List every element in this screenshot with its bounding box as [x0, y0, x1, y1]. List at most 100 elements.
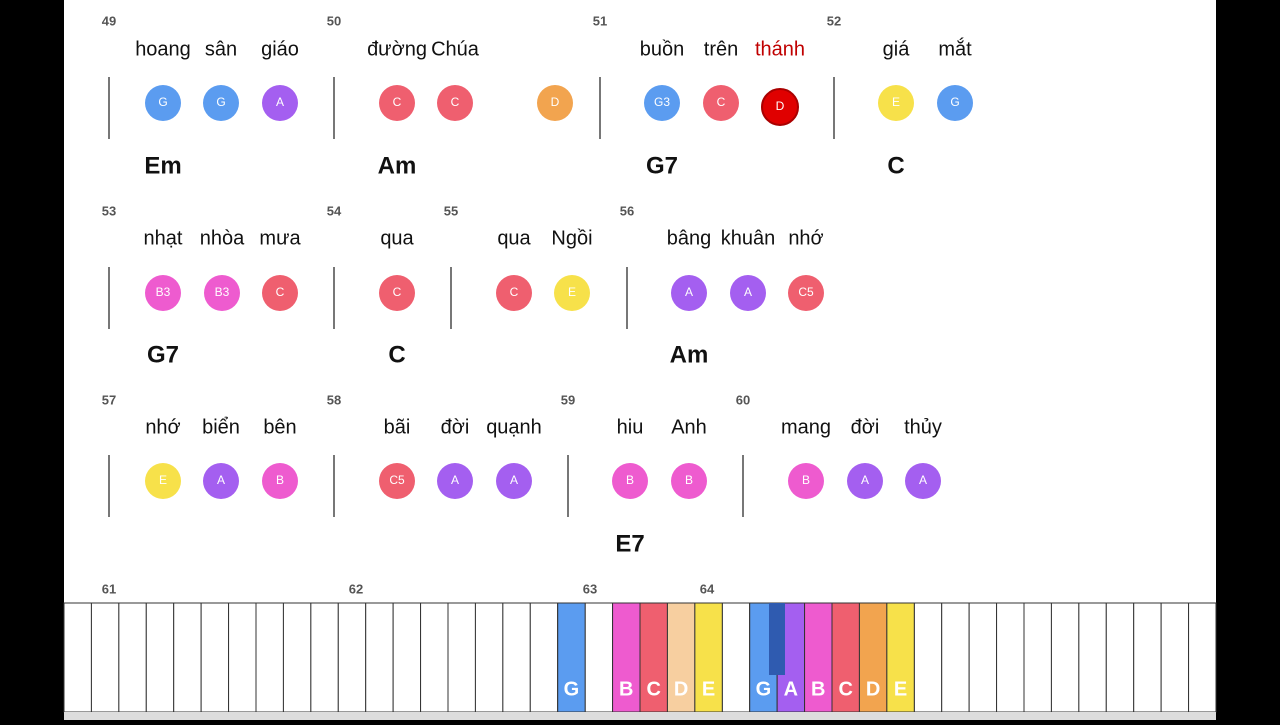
white-key	[118, 602, 147, 713]
note	[203, 463, 239, 499]
white-key	[365, 602, 394, 713]
white-key	[200, 602, 230, 713]
note-label: D	[551, 95, 560, 109]
note	[671, 463, 707, 499]
note-label: E	[568, 285, 576, 299]
sheet-area	[64, 0, 1216, 720]
measure-number: 60	[736, 392, 750, 407]
note-label: B	[685, 473, 693, 487]
piano: G B C D E G A B C D E61 62 63 64	[63, 581, 1217, 720]
chord: C	[388, 341, 405, 368]
lyric: qua	[497, 227, 531, 249]
note-label: A	[510, 473, 518, 487]
note	[644, 85, 680, 121]
key-label: A	[784, 678, 798, 700]
note	[761, 88, 799, 126]
lyric: bãi	[384, 416, 411, 438]
white-key	[1023, 602, 1052, 713]
note-label: E	[892, 95, 900, 109]
note-label: C5	[389, 473, 405, 487]
white-key	[255, 602, 284, 713]
key-label: G	[564, 678, 580, 700]
note	[554, 275, 590, 311]
note	[905, 463, 941, 499]
note	[203, 85, 239, 121]
note-label: A	[685, 285, 693, 299]
pressed-key	[639, 602, 668, 713]
measure-number: 62	[349, 581, 363, 596]
note	[145, 85, 181, 121]
note	[145, 275, 181, 311]
white-key	[996, 602, 1025, 713]
note-label: A	[451, 473, 459, 487]
note-label: A	[919, 473, 927, 487]
key-label: D	[674, 678, 688, 700]
note-label: C	[393, 95, 402, 109]
note-label: C	[393, 285, 402, 299]
chord: G7	[646, 152, 678, 179]
chord: Am	[378, 152, 417, 179]
note-label: C	[510, 285, 519, 299]
lyric: đời	[851, 416, 880, 438]
lyric: đường	[367, 38, 427, 60]
note	[496, 275, 532, 311]
note-label: G	[216, 95, 225, 109]
note	[847, 463, 883, 499]
note	[878, 85, 914, 121]
white-key	[721, 602, 751, 713]
lyric: thánh	[755, 38, 805, 60]
white-key	[228, 602, 257, 713]
key-label: C	[646, 678, 660, 700]
note-label: D	[776, 99, 785, 113]
note	[262, 463, 298, 499]
note	[671, 275, 707, 311]
lyric: buồn	[640, 38, 685, 60]
note-label: A	[744, 285, 752, 299]
lyric: mang	[781, 416, 831, 438]
white-key	[90, 602, 120, 713]
measure-number: 53	[102, 203, 116, 218]
pressed-key	[557, 602, 586, 713]
note	[145, 463, 181, 499]
white-key	[420, 602, 449, 713]
lyric: Ngồi	[551, 227, 592, 249]
lyric: mưa	[259, 227, 301, 249]
note	[788, 275, 824, 311]
note-label: B	[276, 473, 284, 487]
note-label: C	[717, 95, 726, 109]
lyric: sân	[205, 38, 237, 60]
key-label: E	[894, 678, 907, 700]
note-label: B	[802, 473, 810, 487]
note-label: E	[159, 473, 167, 487]
chord: G7	[147, 341, 179, 368]
measure-number: 51	[593, 13, 607, 28]
white-key	[173, 602, 202, 713]
pressed-black-key	[769, 603, 785, 675]
white-key	[1105, 602, 1135, 713]
lyric: bâng	[667, 227, 712, 249]
lyric: Chúa	[431, 38, 480, 60]
lyric: nhớ	[145, 416, 180, 438]
chord: Am	[670, 341, 709, 368]
lyric: giá	[883, 38, 911, 60]
key-label: B	[811, 678, 825, 700]
measure-number: 61	[102, 581, 116, 596]
lyric: qua	[380, 227, 414, 249]
white-key	[337, 602, 367, 713]
note	[204, 275, 240, 311]
note	[262, 85, 298, 121]
lyric: mắt	[938, 37, 972, 60]
note	[937, 85, 973, 121]
pressed-key	[831, 602, 860, 713]
lyric: khuân	[721, 227, 776, 249]
note-label: G3	[654, 95, 670, 109]
white-key	[447, 602, 476, 713]
note-label: C5	[798, 285, 814, 299]
note	[379, 463, 415, 499]
measure-number: 56	[620, 203, 634, 218]
white-key	[502, 602, 531, 713]
pressed-key	[858, 602, 888, 713]
key-label: C	[838, 678, 852, 700]
